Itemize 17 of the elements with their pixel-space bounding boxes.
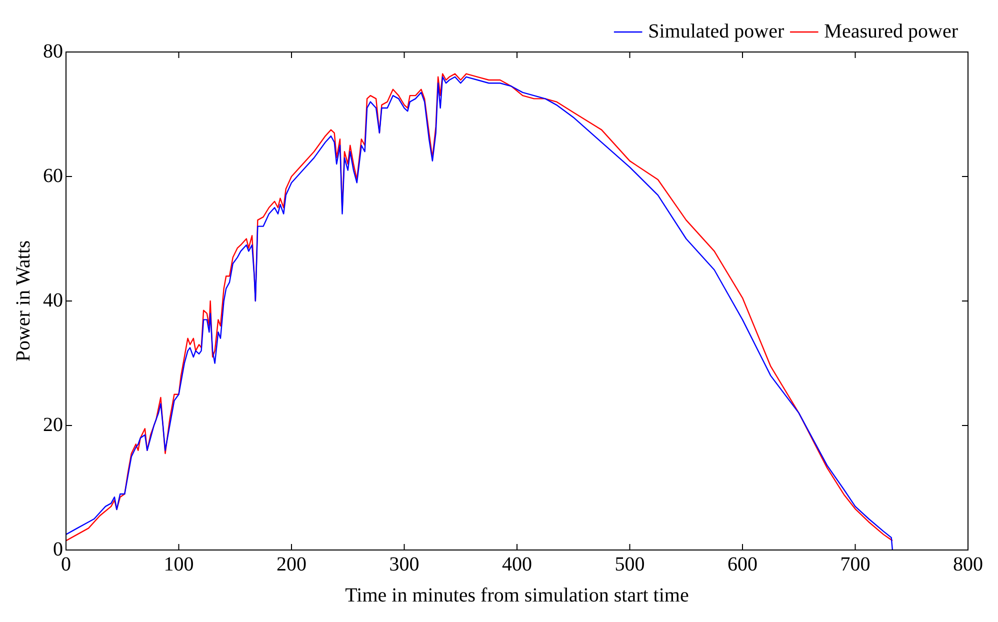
x-tick-label: 300 xyxy=(389,553,420,576)
legend-label: Simulated power xyxy=(648,20,784,42)
y-tick-label: 80 xyxy=(43,40,63,62)
x-tick-label: 500 xyxy=(614,553,645,576)
y-axis-title: Power in Watts xyxy=(12,240,34,362)
x-tick-label: 100 xyxy=(164,553,194,576)
x-tick-label: 400 xyxy=(502,553,532,576)
x-axis-title: Time in minutes from simulation start time xyxy=(345,584,689,606)
x-tick-label: 700 xyxy=(840,553,870,576)
x-tick-label: 200 xyxy=(276,553,306,576)
y-tick-label: 0 xyxy=(53,538,63,560)
legend-label: Measured power xyxy=(824,20,958,42)
x-tick-label: 600 xyxy=(728,553,758,576)
y-tick-label: 20 xyxy=(43,414,63,436)
y-tick-label: 60 xyxy=(43,164,63,187)
x-tick-label: 800 xyxy=(953,553,983,576)
y-tick-label: 40 xyxy=(43,289,63,312)
